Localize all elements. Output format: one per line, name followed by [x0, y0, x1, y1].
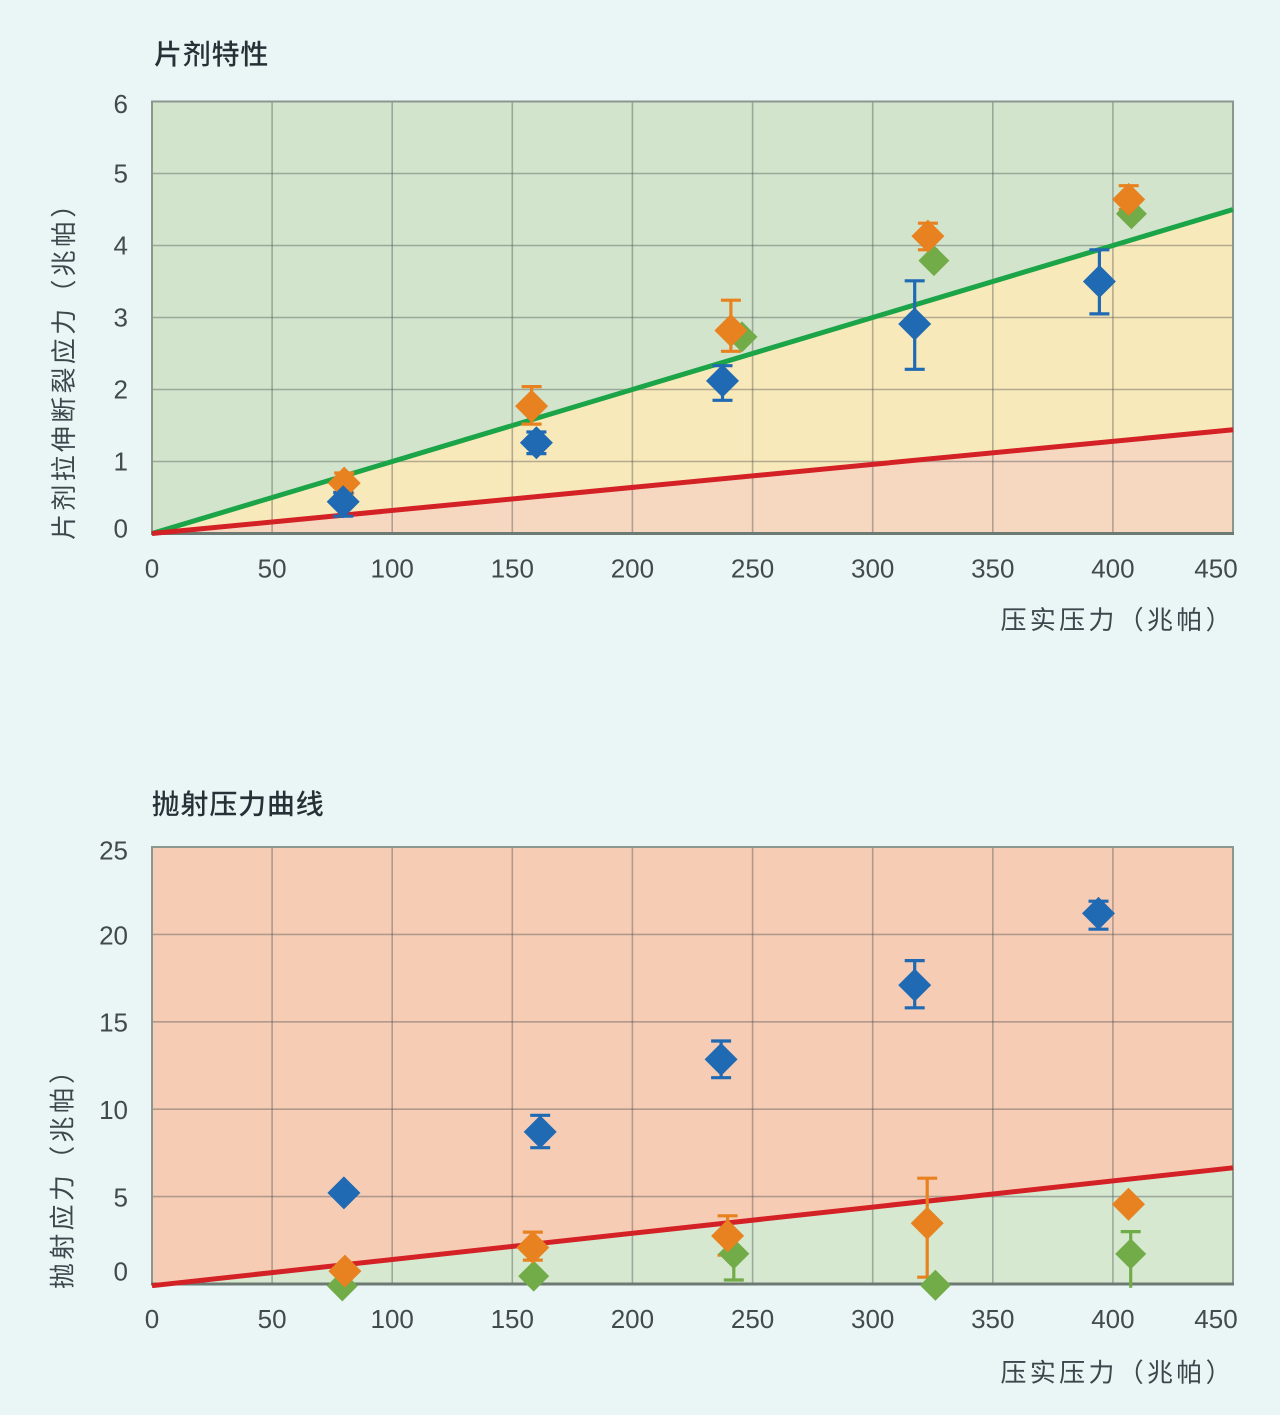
svg-text:450: 450 — [1194, 553, 1237, 583]
svg-text:5: 5 — [114, 159, 128, 189]
svg-text:10: 10 — [99, 1095, 128, 1125]
svg-text:0: 0 — [145, 553, 159, 583]
svg-text:3: 3 — [114, 303, 128, 333]
svg-text:200: 200 — [611, 553, 654, 583]
svg-text:250: 250 — [731, 553, 774, 583]
svg-text:0: 0 — [145, 1304, 159, 1334]
svg-text:100: 100 — [371, 553, 414, 583]
svg-text:15: 15 — [99, 1008, 128, 1038]
svg-text:100: 100 — [371, 1304, 414, 1334]
svg-text:5: 5 — [114, 1182, 128, 1212]
svg-text:300: 300 — [851, 553, 894, 583]
svg-text:25: 25 — [99, 835, 128, 865]
svg-text:0: 0 — [114, 1256, 128, 1286]
svg-text:4: 4 — [114, 231, 128, 261]
svg-text:50: 50 — [258, 553, 287, 583]
svg-text:0: 0 — [114, 513, 128, 543]
svg-text:200: 200 — [611, 1304, 654, 1334]
svg-text:350: 350 — [971, 1304, 1014, 1334]
svg-text:150: 150 — [491, 553, 534, 583]
svg-text:150: 150 — [491, 1304, 534, 1334]
svg-text:400: 400 — [1091, 1304, 1134, 1334]
svg-text:20: 20 — [99, 921, 128, 951]
svg-text:450: 450 — [1194, 1304, 1237, 1334]
svg-text:1: 1 — [114, 447, 128, 477]
svg-text:400: 400 — [1091, 553, 1134, 583]
svg-text:50: 50 — [258, 1304, 287, 1334]
svg-text:250: 250 — [731, 1304, 774, 1334]
svg-text:350: 350 — [971, 553, 1014, 583]
svg-text:2: 2 — [114, 375, 128, 405]
svg-text:300: 300 — [851, 1304, 894, 1334]
svg-text:6: 6 — [114, 89, 128, 119]
